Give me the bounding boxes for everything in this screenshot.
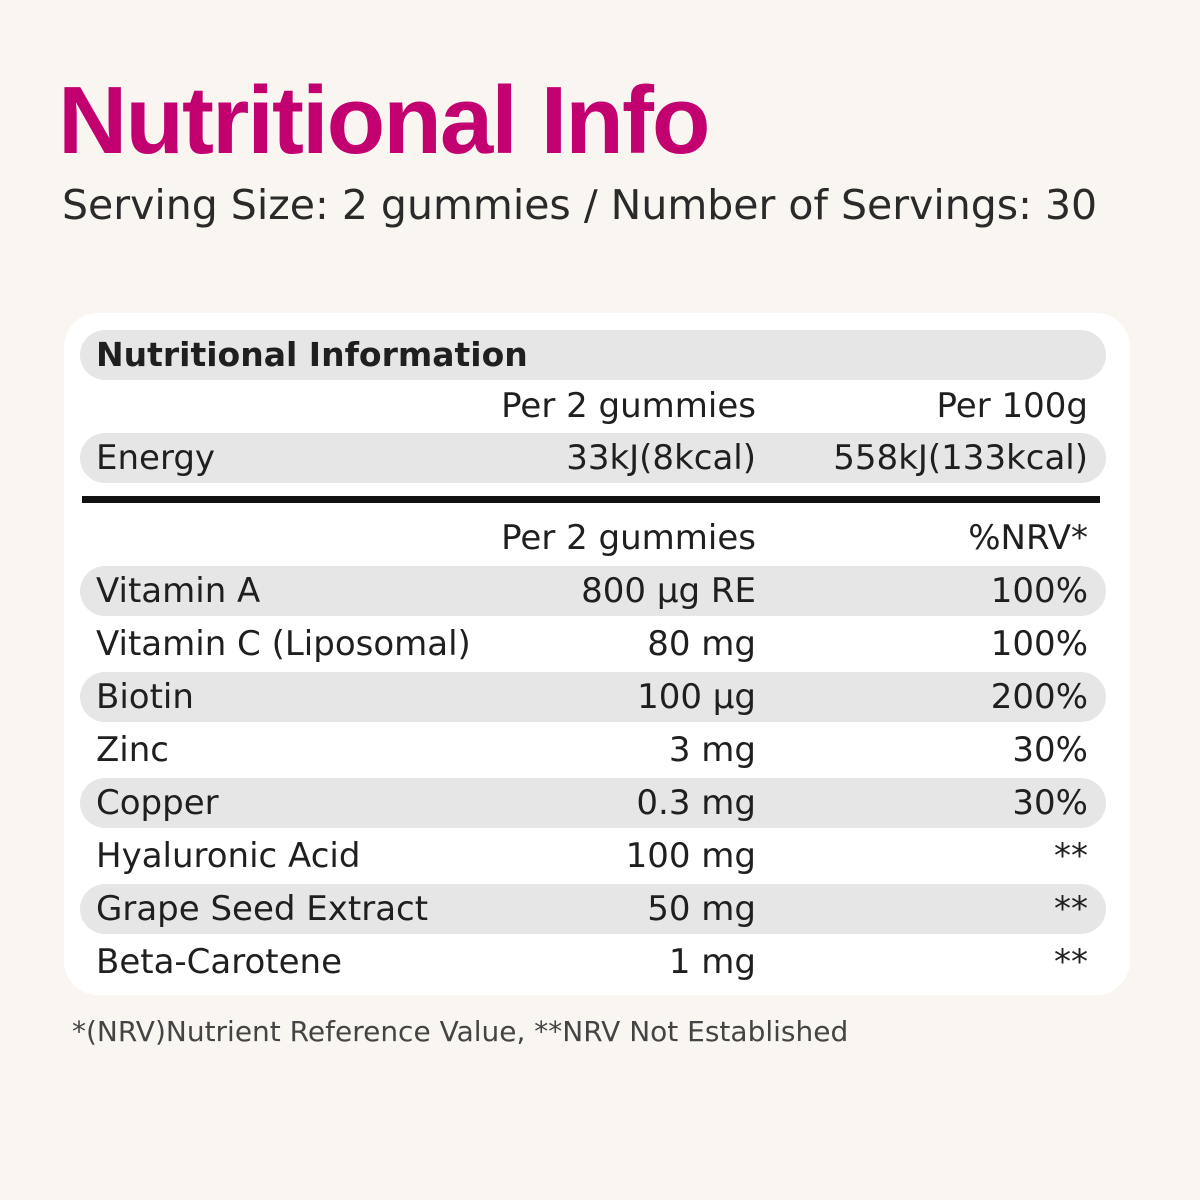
energy-label: Energy xyxy=(96,438,216,478)
nutrient-name: Hyaluronic Acid xyxy=(96,836,361,876)
nutrients-col-nrv-header: %NRV* xyxy=(968,518,1088,558)
energy-row: Energy 33kJ(8kcal) 558kJ(133kcal) xyxy=(80,433,1106,483)
nutrient-name: Biotin xyxy=(96,677,194,717)
table-row: Copper 0.3 mg 30% xyxy=(80,778,1106,828)
nutrient-amount: 50 mg xyxy=(647,889,756,929)
nrv-footnote: *(NRV)Nutrient Reference Value, **NRV No… xyxy=(72,1015,849,1048)
nutrient-name: Vitamin C (Liposomal) xyxy=(96,624,471,664)
energy-col-per-100g-header: Per 100g xyxy=(936,386,1088,426)
energy-per-serving: 33kJ(8kcal) xyxy=(566,438,756,478)
nutrient-amount: 0.3 mg xyxy=(636,783,756,823)
nutrient-nrv: ** xyxy=(1054,889,1088,929)
nutrient-nrv: 30% xyxy=(1012,730,1088,770)
nutrient-amount: 100 µg xyxy=(637,677,756,717)
nutrients-header-row: Per 2 gummies %NRV* xyxy=(80,513,1106,563)
energy-per-100g: 558kJ(133kcal) xyxy=(833,438,1088,478)
nutrient-amount: 3 mg xyxy=(668,730,756,770)
nutrient-name: Beta-Carotene xyxy=(96,942,343,982)
nutrient-name: Grape Seed Extract xyxy=(96,889,429,929)
nutrient-nrv: ** xyxy=(1054,836,1088,876)
energy-header-row: Per 2 gummies Per 100g xyxy=(80,381,1106,431)
nutrient-nrv: 100% xyxy=(990,571,1088,611)
energy-col-per-serving-header: Per 2 gummies xyxy=(501,386,756,426)
table-row: Grape Seed Extract 50 mg ** xyxy=(80,884,1106,934)
nutrient-amount: 100 mg xyxy=(625,836,756,876)
nutrient-amount: 800 µg RE xyxy=(581,571,756,611)
table-row: Beta-Carotene 1 mg ** xyxy=(80,937,1106,987)
table-divider xyxy=(82,496,1100,503)
table-row: Vitamin C (Liposomal) 80 mg 100% xyxy=(80,619,1106,669)
table-row: Vitamin A 800 µg RE 100% xyxy=(80,566,1106,616)
table-row: Biotin 100 µg 200% xyxy=(80,672,1106,722)
nutrient-amount: 1 mg xyxy=(668,942,756,982)
page-title: Nutritional Info xyxy=(58,67,711,174)
nutrients-col-per-serving-header: Per 2 gummies xyxy=(501,518,756,558)
nutrient-name: Copper xyxy=(96,783,219,823)
table-heading: Nutritional Information xyxy=(96,335,528,374)
serving-info: Serving Size: 2 gummies / Number of Serv… xyxy=(62,181,1098,229)
nutrient-name: Zinc xyxy=(96,730,169,770)
table-heading-row: Nutritional Information xyxy=(80,330,1106,380)
nutrition-table-card: Nutritional Information Per 2 gummies Pe… xyxy=(64,313,1130,995)
table-row: Hyaluronic Acid 100 mg ** xyxy=(80,831,1106,881)
nutrient-nrv: 30% xyxy=(1012,783,1088,823)
nutrient-nrv: 100% xyxy=(990,624,1088,664)
nutrient-nrv: 200% xyxy=(990,677,1088,717)
nutrient-amount: 80 mg xyxy=(647,624,756,664)
nutrient-nrv: ** xyxy=(1054,942,1088,982)
nutrient-name: Vitamin A xyxy=(96,571,261,611)
table-row: Zinc 3 mg 30% xyxy=(80,725,1106,775)
